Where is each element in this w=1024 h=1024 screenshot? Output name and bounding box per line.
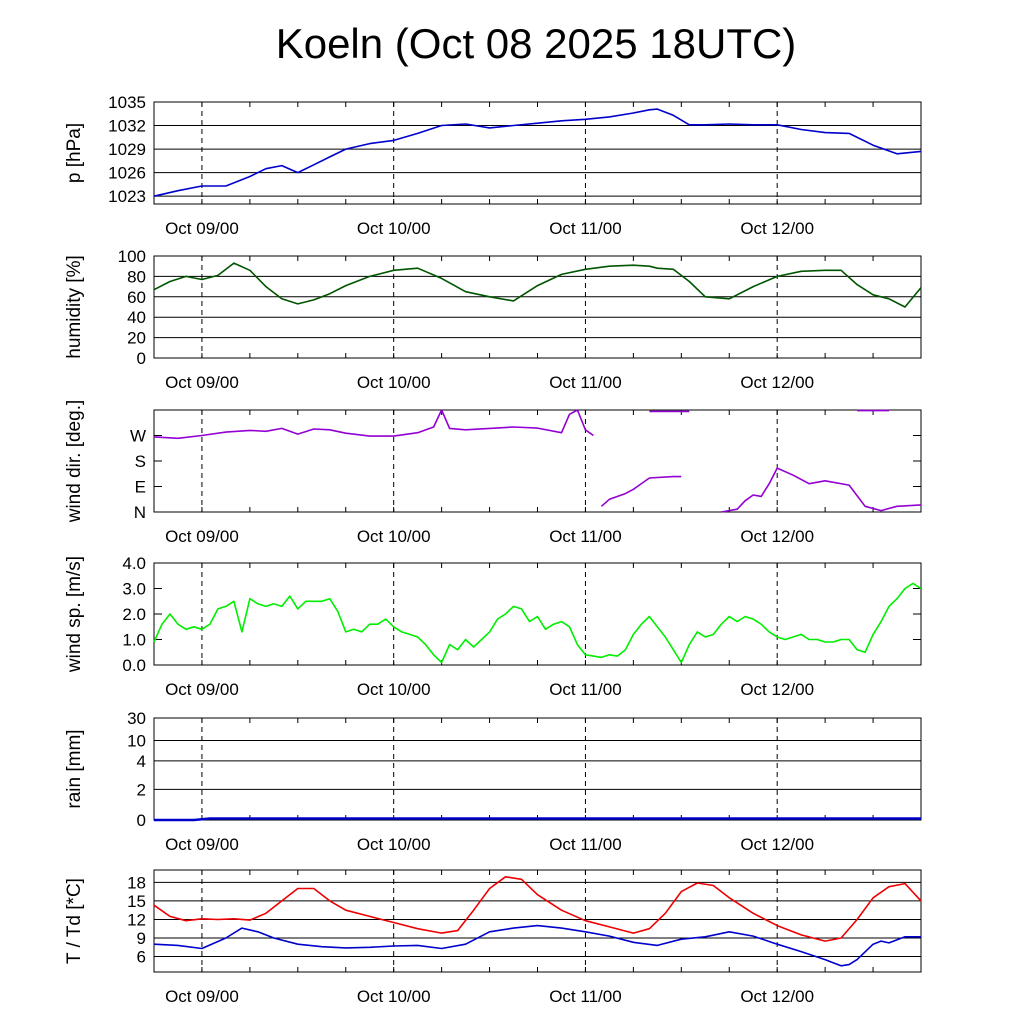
x-tick-label: Oct 09/00 — [165, 987, 239, 1006]
x-tick-label: Oct 10/00 — [357, 680, 431, 699]
series-rain — [154, 817, 921, 822]
y-axis-label: wind sp. [m/s] — [64, 556, 85, 673]
y-tick-label: 0.0 — [122, 656, 146, 675]
x-tick-label: Oct 11/00 — [549, 835, 621, 854]
series-dir-east-b — [721, 467, 922, 513]
y-tick-label: 1023 — [108, 187, 146, 206]
y-tick-label: 4.0 — [122, 554, 146, 573]
y-tick-label: 1029 — [108, 140, 146, 159]
y-tick-label: 15 — [127, 892, 146, 911]
x-tick-label: Oct 10/00 — [357, 987, 431, 1006]
y-tick-label: 1035 — [108, 93, 146, 112]
x-tick-label: Oct 09/00 — [165, 680, 239, 699]
y-axis-label: rain [mm] — [64, 729, 85, 808]
y-tick-label: N — [134, 503, 146, 522]
x-tick-label: Oct 12/00 — [740, 835, 814, 854]
plot-frame — [153, 101, 922, 205]
plot-frame — [153, 255, 922, 359]
y-tick-label: 0 — [137, 811, 146, 830]
y-tick-label: 100 — [118, 247, 146, 266]
y-tick-label: 2.0 — [122, 605, 146, 624]
y-tick-label: 60 — [127, 288, 146, 307]
x-tick-label: Oct 11/00 — [549, 373, 621, 392]
x-tick-label: Oct 11/00 — [549, 680, 621, 699]
y-axis-label: T / Td [*C] — [64, 878, 85, 964]
y-tick-label: 12 — [127, 910, 146, 929]
series-humidity — [153, 262, 922, 308]
x-tick-label: Oct 12/00 — [740, 680, 814, 699]
x-tick-label: Oct 11/00 — [549, 219, 621, 238]
y-tick-label: 4 — [137, 752, 146, 771]
y-tick-label: 30 — [127, 709, 146, 728]
x-tick-label: Oct 11/00 — [549, 527, 621, 546]
y-tick-label: S — [135, 452, 146, 471]
y-tick-label: 1032 — [108, 117, 146, 136]
y-tick-label: E — [135, 478, 146, 497]
y-axis-label: humidity [%] — [64, 255, 85, 358]
y-tick-label: 1026 — [108, 164, 146, 183]
y-tick-label: 2 — [137, 780, 146, 799]
x-tick-label: Oct 10/00 — [357, 527, 431, 546]
series-T — [153, 875, 922, 942]
plot-frame — [153, 869, 922, 973]
y-axis-label: p [hPa] — [64, 123, 85, 183]
x-tick-label: Oct 09/00 — [165, 373, 239, 392]
y-tick-label: 6 — [137, 948, 146, 967]
y-tick-label: 3.0 — [122, 580, 146, 599]
page-title: Koeln (Oct 08 2025 18UTC) — [275, 20, 797, 67]
y-tick-label: 1.0 — [122, 631, 146, 650]
y-tick-label: 0 — [137, 349, 146, 368]
y-tick-label: 10 — [127, 731, 146, 750]
panel-pressure: 1023 1026 1029 1032 1035 Oct 09/00 Oct 10/00 Oc… — [64, 93, 922, 238]
y-tick-label: W — [130, 427, 146, 446]
y-tick-label: 40 — [127, 308, 146, 327]
series-pressure — [153, 108, 922, 197]
x-tick-label: Oct 11/00 — [549, 987, 621, 1006]
plot-frame — [153, 717, 922, 821]
series-dir-west — [153, 409, 594, 440]
panel-rain: 0 2 4 10 30 Oct 09/00 Oct 10/00 Oct 11/00 Oct 12… — [64, 709, 922, 854]
series-wind speed — [153, 582, 922, 664]
series-dir-east-a — [600, 475, 682, 507]
y-tick-label: 9 — [137, 929, 146, 948]
plot-frame — [153, 562, 922, 666]
plot-frame — [153, 409, 922, 513]
x-tick-label: Oct 09/00 — [165, 527, 239, 546]
panel-wind_speed: 0.0 1.0 2.0 3.0 4.0 Oct 09/00 Oct 10/00 Oct 11/… — [64, 554, 922, 699]
y-tick-label: 20 — [127, 329, 146, 348]
y-tick-label: 80 — [127, 267, 146, 286]
x-tick-label: Oct 12/00 — [740, 373, 814, 392]
x-tick-label: Oct 12/00 — [740, 987, 814, 1006]
series-Td — [153, 924, 921, 967]
x-tick-label: Oct 10/00 — [357, 219, 431, 238]
x-tick-label: Oct 09/00 — [165, 219, 239, 238]
y-tick-label: 18 — [127, 873, 146, 892]
x-tick-label: Oct 10/00 — [357, 835, 431, 854]
x-tick-label: Oct 12/00 — [740, 219, 814, 238]
x-tick-label: Oct 12/00 — [740, 527, 814, 546]
y-axis-label: wind dir. [deg.] — [64, 400, 85, 524]
x-tick-label: Oct 09/00 — [165, 835, 239, 854]
x-tick-label: Oct 10/00 — [357, 373, 431, 392]
